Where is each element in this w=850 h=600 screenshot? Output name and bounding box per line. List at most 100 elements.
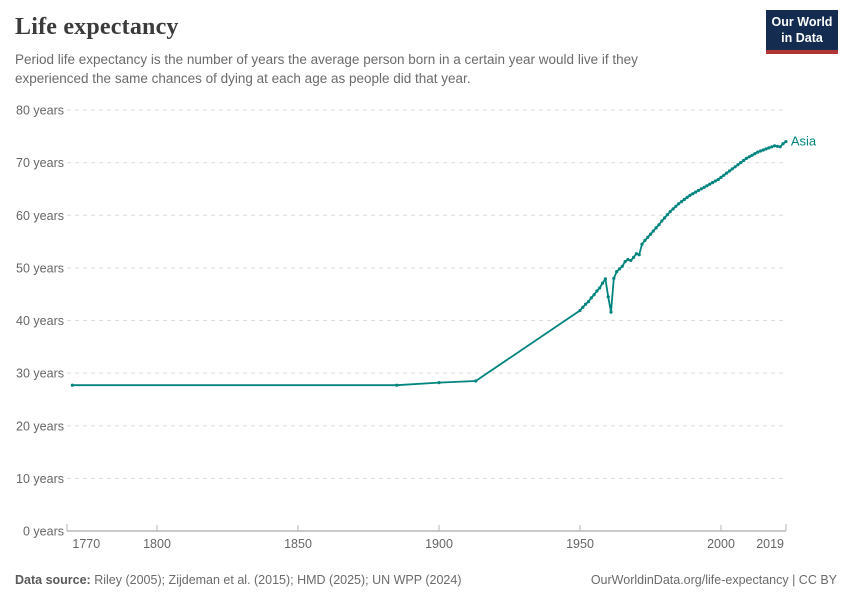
data-point [739, 161, 743, 165]
data-point [646, 235, 650, 239]
data-point [677, 202, 681, 206]
data-point [657, 223, 661, 227]
data-point [581, 305, 585, 309]
data-point [637, 253, 641, 257]
x-tick-label: 2019 [756, 537, 784, 551]
data-point [395, 383, 399, 387]
data-point [615, 270, 619, 274]
data-point [696, 188, 701, 193]
y-tick-label: 50 years [16, 261, 64, 275]
data-point [727, 169, 732, 173]
y-tick-label: 10 years [16, 472, 64, 486]
data-point [617, 267, 622, 271]
data-point [606, 295, 610, 299]
data-point [699, 187, 703, 191]
data-point [710, 181, 715, 185]
data-point [603, 277, 608, 281]
chart-subtitle: Period life expectancy is the number of … [15, 52, 638, 86]
data-point [784, 140, 788, 144]
data-point [781, 142, 785, 146]
data-point [620, 264, 624, 268]
data-point [595, 289, 599, 293]
data-point [671, 207, 675, 211]
data-point [660, 219, 664, 223]
data-point [589, 296, 593, 300]
data-point [586, 300, 591, 304]
data-point [705, 184, 709, 188]
data-point [758, 149, 763, 153]
data-point [651, 229, 655, 233]
data-point [770, 145, 774, 149]
data-point [663, 216, 667, 220]
data-point [640, 242, 644, 246]
data-point [648, 232, 653, 236]
x-tick-label: 1800 [143, 537, 171, 551]
y-tick-label: 80 years [16, 104, 64, 118]
data-point [736, 163, 740, 167]
data-point [634, 252, 639, 256]
data-point [474, 379, 478, 383]
y-tick-label: 0 years [23, 525, 64, 539]
data-point [674, 204, 678, 208]
data-point [643, 238, 647, 243]
data-point [716, 177, 720, 182]
data-point [691, 192, 695, 196]
data-point [730, 167, 734, 171]
data-point [719, 175, 723, 179]
data-point [733, 165, 737, 169]
data-point [578, 308, 582, 313]
data-source-value: Riley (2005); Zijdeman et al. (2015); HM… [94, 573, 462, 587]
data-point [764, 147, 768, 151]
data-point [668, 210, 672, 214]
data-point [592, 293, 596, 297]
owid-logo[interactable]: Our World in Data [766, 10, 838, 55]
data-point [623, 260, 627, 264]
x-tick-label: 1950 [566, 537, 594, 551]
data-point [747, 155, 751, 159]
data-point [679, 200, 684, 204]
data-point [612, 276, 616, 280]
data-point [778, 145, 782, 149]
data-source: Data source: Riley (2005); Zijdeman et a… [15, 573, 462, 587]
data-point [722, 173, 726, 177]
data-point [713, 179, 718, 183]
owid-logo-line1: Our World [771, 15, 833, 29]
data-point [626, 257, 630, 262]
data-point [725, 171, 729, 175]
data-point [609, 310, 613, 314]
y-tick-label: 40 years [16, 314, 64, 328]
data-point [629, 258, 633, 263]
x-tick-label: 1850 [284, 537, 312, 551]
y-tick-label: 20 years [16, 419, 64, 433]
y-tick-label: 30 years [16, 367, 64, 381]
data-point [688, 193, 692, 197]
y-tick-label: 60 years [16, 209, 64, 223]
data-point [584, 302, 588, 306]
data-point [753, 152, 757, 156]
data-point [761, 148, 765, 152]
owid-url-license-link[interactable]: OurWorldinData.org/life-expectancy | CC … [590, 573, 837, 587]
data-source-label: Data source: [15, 573, 91, 587]
data-point [744, 156, 749, 160]
data-point [694, 190, 698, 194]
series-label-asia: Asia [791, 134, 817, 149]
data-point [632, 255, 636, 259]
chart-header: Life expectancy Period life expectancy i… [15, 14, 755, 88]
data-point [685, 195, 689, 199]
series-line-asia [71, 140, 787, 387]
y-tick-label: 70 years [16, 156, 64, 170]
data-point [775, 144, 780, 148]
data-point [702, 185, 706, 189]
data-point [654, 226, 658, 230]
data-point [682, 197, 686, 202]
x-tick-label: 1900 [425, 537, 453, 551]
data-point [773, 144, 777, 148]
data-point [437, 381, 441, 385]
data-point [601, 281, 605, 285]
owid-logo-line2: in Data [781, 30, 823, 45]
data-point [767, 146, 771, 150]
page-title: Life expectancy [15, 14, 179, 40]
chart-footer: Data source: Riley (2005); Zijdeman et a… [15, 573, 837, 587]
data-point [665, 213, 670, 217]
